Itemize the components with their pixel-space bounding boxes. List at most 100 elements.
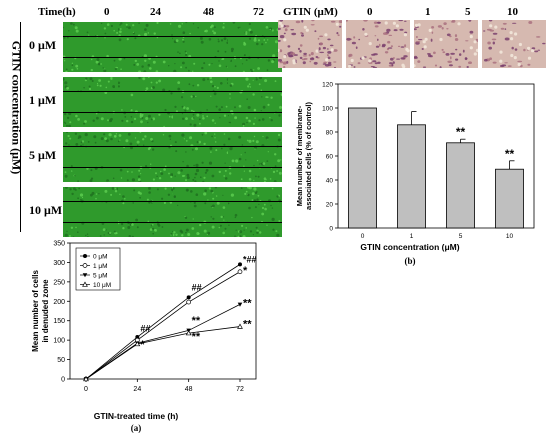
cell-speck bbox=[187, 233, 191, 236]
cell-speck bbox=[261, 96, 263, 98]
cell-speck bbox=[72, 23, 75, 26]
cell-stain bbox=[302, 55, 308, 57]
cell-speck bbox=[270, 204, 272, 207]
x-tick-label: 5 bbox=[459, 233, 463, 240]
cell-stain bbox=[500, 64, 505, 68]
cell-stain bbox=[492, 61, 497, 64]
cell-speck bbox=[102, 67, 104, 69]
cell-speck bbox=[191, 227, 195, 230]
cell-speck bbox=[150, 163, 152, 165]
cell-speck bbox=[193, 204, 197, 208]
cell-speck bbox=[125, 23, 128, 26]
cell-speck bbox=[155, 172, 157, 175]
line-chart-annotations: ##*##*****##***** bbox=[140, 254, 256, 350]
cell-speck bbox=[230, 193, 234, 197]
cell-stain bbox=[534, 50, 539, 53]
cell-stain bbox=[283, 65, 286, 68]
cell-stain bbox=[314, 30, 317, 33]
concentration-axis-label: GTIN concentration (μM) bbox=[9, 40, 24, 175]
cell-speck bbox=[205, 29, 208, 33]
cell-speck bbox=[256, 198, 259, 201]
cell-speck bbox=[141, 117, 144, 119]
cell-speck bbox=[157, 224, 161, 227]
cell-speck bbox=[89, 179, 93, 182]
cell-stain bbox=[282, 62, 287, 65]
cell-speck bbox=[274, 80, 277, 82]
cell-speck bbox=[212, 204, 215, 208]
cell-speck bbox=[269, 117, 271, 119]
cell-speck bbox=[265, 136, 269, 140]
cell-speck bbox=[243, 229, 245, 231]
cell-speck bbox=[147, 220, 150, 223]
cell-speck bbox=[280, 93, 282, 97]
cell-speck bbox=[268, 104, 270, 106]
cell-speck bbox=[270, 119, 273, 122]
cell-speck bbox=[152, 60, 156, 64]
cell-speck bbox=[253, 164, 255, 167]
cell-speck bbox=[195, 193, 199, 196]
cell-speck bbox=[136, 140, 140, 144]
cell-speck bbox=[119, 193, 121, 195]
cell-stain bbox=[391, 63, 394, 67]
cell-speck bbox=[209, 146, 213, 150]
bracket-line bbox=[20, 22, 21, 232]
cell-speck bbox=[267, 39, 269, 41]
membrane-pore bbox=[324, 33, 328, 37]
cell-speck bbox=[148, 187, 151, 190]
cell-speck bbox=[119, 168, 123, 172]
cell-speck bbox=[120, 222, 124, 226]
tile-bg bbox=[228, 77, 282, 127]
membrane-pore bbox=[469, 35, 473, 39]
tile-bg bbox=[63, 22, 121, 72]
cell-speck bbox=[159, 170, 162, 173]
cell-speck bbox=[89, 77, 93, 81]
wound-edge-line bbox=[63, 201, 282, 202]
cell-speck bbox=[188, 83, 191, 86]
cell-speck bbox=[212, 197, 215, 200]
x-tick-label: 10 bbox=[506, 233, 514, 240]
cell-speck bbox=[260, 110, 262, 112]
cell-speck bbox=[245, 77, 249, 81]
cell-speck bbox=[239, 26, 241, 28]
cell-speck bbox=[136, 63, 140, 66]
significance-mark: ## bbox=[140, 324, 150, 334]
cell-speck bbox=[75, 226, 77, 229]
cell-speck bbox=[63, 36, 66, 39]
cell-speck bbox=[276, 170, 278, 172]
cell-speck bbox=[208, 63, 211, 66]
cell-speck bbox=[153, 32, 156, 35]
cell-speck bbox=[263, 39, 266, 41]
cell-speck bbox=[192, 178, 195, 181]
conc-label-1um: 1 μM bbox=[29, 93, 57, 107]
cell-stain bbox=[318, 47, 321, 51]
cell-speck bbox=[203, 142, 206, 146]
cell-speck bbox=[119, 30, 122, 34]
cell-speck bbox=[216, 86, 219, 89]
cell-speck bbox=[193, 164, 195, 167]
membrane-pore bbox=[510, 37, 514, 41]
cell-speck bbox=[95, 112, 98, 115]
cell-speck bbox=[194, 180, 197, 182]
cell-stain bbox=[353, 36, 356, 39]
cell-stain bbox=[442, 51, 446, 54]
cell-speck bbox=[137, 191, 141, 194]
cell-speck bbox=[65, 142, 68, 145]
cell-stain bbox=[279, 20, 283, 22]
cell-speck bbox=[261, 212, 265, 216]
cell-stain bbox=[299, 50, 302, 53]
cell-speck bbox=[254, 37, 257, 40]
wound-edge-line bbox=[63, 57, 282, 58]
significance-mark: *## bbox=[243, 254, 257, 264]
cell-stain bbox=[464, 57, 468, 61]
cell-stain bbox=[450, 56, 452, 60]
cell-speck bbox=[177, 81, 181, 84]
cell-stain bbox=[348, 54, 351, 58]
cell-speck bbox=[234, 216, 237, 219]
conc-label-0um: 0 μM bbox=[29, 38, 57, 52]
cell-speck bbox=[237, 235, 240, 237]
cell-speck bbox=[217, 38, 219, 40]
cell-speck bbox=[86, 167, 89, 170]
cell-speck bbox=[245, 116, 249, 120]
cell-speck bbox=[235, 229, 237, 231]
cell-speck bbox=[173, 195, 176, 199]
